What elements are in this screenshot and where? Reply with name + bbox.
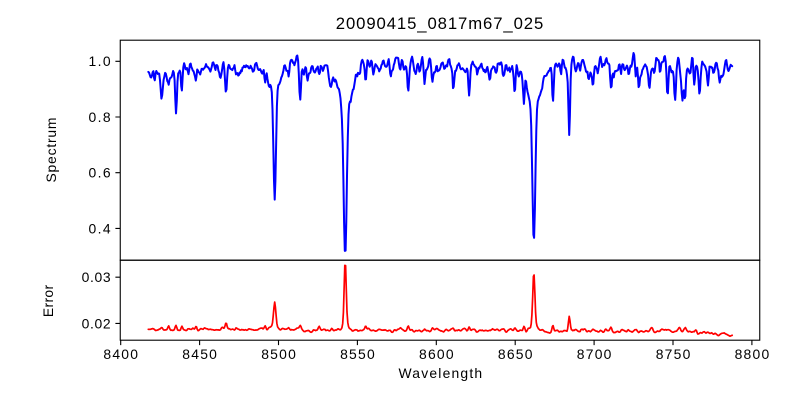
svg-text:0.02: 0.02: [82, 315, 111, 331]
svg-text:0.03: 0.03: [82, 269, 111, 285]
svg-text:8500: 8500: [261, 346, 296, 362]
svg-text:8650: 8650: [498, 346, 533, 362]
svg-text:Error: Error: [40, 284, 56, 317]
svg-text:8450: 8450: [182, 346, 217, 362]
svg-text:8700: 8700: [577, 346, 612, 362]
svg-text:8400: 8400: [103, 346, 138, 362]
svg-text:8800: 8800: [735, 346, 770, 362]
svg-text:8600: 8600: [419, 346, 454, 362]
svg-text:0.8: 0.8: [89, 109, 111, 125]
svg-text:0.4: 0.4: [89, 220, 111, 236]
svg-text:8750: 8750: [656, 346, 691, 362]
svg-text:0.6: 0.6: [89, 165, 111, 181]
svg-text:8550: 8550: [340, 346, 375, 362]
svg-text:20090415_0817m67_025: 20090415_0817m67_025: [336, 14, 544, 33]
svg-text:1.0: 1.0: [89, 53, 111, 69]
svg-text:Spectrum: Spectrum: [43, 118, 59, 183]
svg-text:Wavelength: Wavelength: [398, 365, 482, 381]
